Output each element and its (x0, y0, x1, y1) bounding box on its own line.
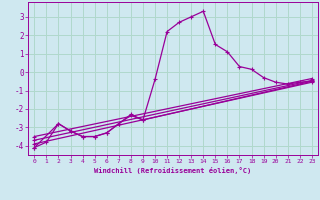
X-axis label: Windchill (Refroidissement éolien,°C): Windchill (Refroidissement éolien,°C) (94, 167, 252, 174)
